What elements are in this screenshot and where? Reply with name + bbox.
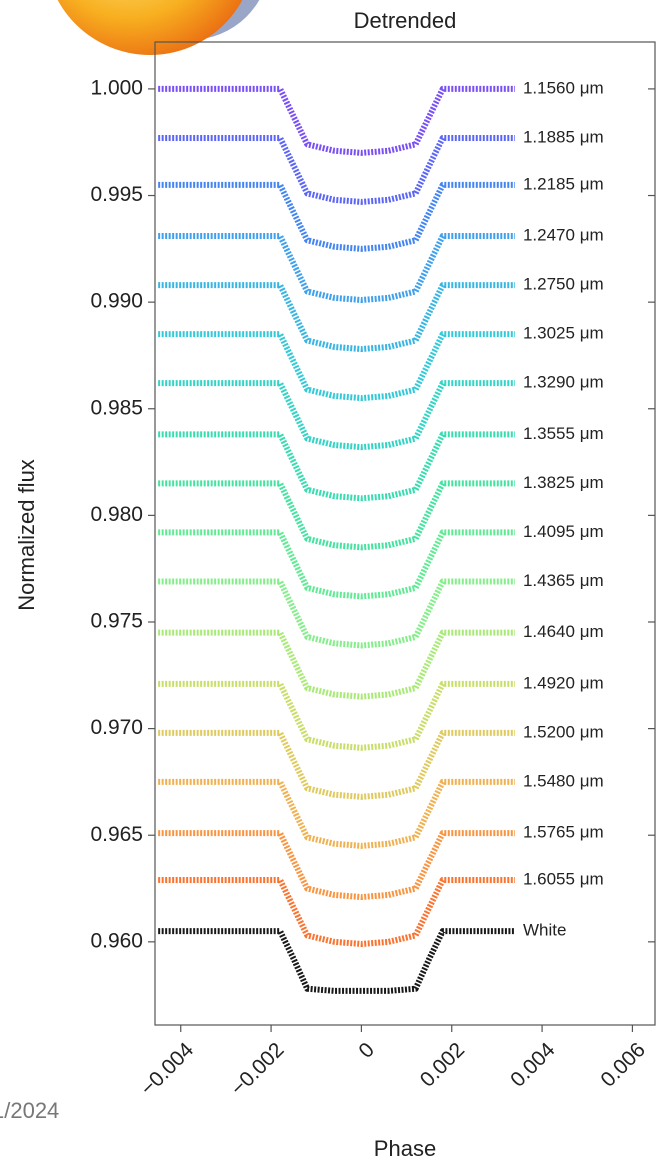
light-curve [158,85,515,156]
light-curve [158,830,515,901]
series-label: 1.3555 μm [523,424,604,443]
light-curve [158,480,515,551]
y-tick-label: 1.000 [90,76,143,99]
y-tick-label: 0.960 [90,929,143,952]
series-label: 1.1885 μm [523,127,604,146]
light-curve [158,680,515,751]
x-tick-label: 0.002 [416,1038,469,1091]
x-tick-label: 0.004 [506,1038,560,1092]
series-label: 1.6055 μm [523,869,604,888]
light-curve [158,877,515,947]
light-curve [158,181,515,252]
y-tick-label: 0.985 [90,396,143,419]
light-curve [158,233,515,304]
series-label: 1.4920 μm [523,673,604,692]
x-tick-label: −0.002 [226,1038,288,1100]
y-tick-label: 0.965 [90,823,143,846]
series-label: 1.3290 μm [523,373,604,392]
series-label: 1.5765 μm [523,823,604,842]
x-tick-label: 0 [354,1038,379,1063]
light-curve [158,431,515,502]
series-label: 1.2750 μm [523,275,604,294]
footer-date: 1/2024 [0,1098,59,1123]
y-tick-label: 0.995 [90,183,143,206]
light-curve [158,729,515,800]
light-curve [158,629,515,700]
y-tick-label: 0.980 [90,503,143,526]
y-tick-label: 0.990 [90,290,143,313]
plot-frame [154,41,656,1026]
light-curve [158,134,515,205]
series-label: 1.2185 μm [523,174,604,193]
series-label: 1.4640 μm [523,622,604,641]
series-label: 1.5480 μm [523,771,604,790]
series-label: 1.4365 μm [523,571,604,590]
light-curve [158,778,515,849]
series-label: 1.3025 μm [523,324,604,343]
light-curve [158,928,515,994]
series-label: 1.2470 μm [523,226,604,245]
light-curve [158,578,515,649]
y-tick-label: 0.975 [90,610,143,633]
light-curve [158,331,515,402]
decoration-star [57,0,243,55]
chart-title: Detrended [354,8,457,33]
series-label: 1.4095 μm [523,522,604,541]
series-label: 1.1560 μm [523,78,604,97]
light-curve [158,529,515,600]
series-label: 1.3825 μm [523,473,604,492]
light-curve [158,282,515,353]
x-axis-label: Phase [374,1136,436,1161]
series-label: 1.5200 μm [523,722,604,741]
x-tick-label: 0.006 [596,1038,649,1091]
y-tick-label: 0.970 [90,716,143,739]
series-label: White [523,921,566,940]
x-tick-label: −0.004 [136,1038,198,1100]
y-axis-label: Normalized flux [14,459,39,611]
light-curve [158,380,515,451]
